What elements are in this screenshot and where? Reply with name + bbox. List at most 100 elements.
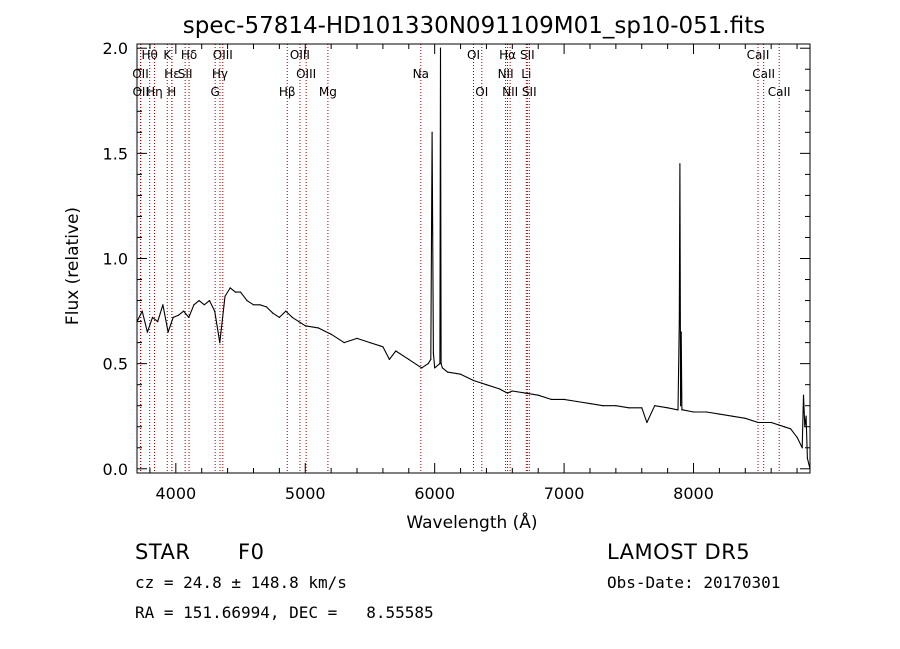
data-point — [511, 390, 513, 392]
line-marker-label: Hθ — [141, 48, 157, 62]
data-point — [317, 327, 319, 329]
data-point — [388, 358, 390, 360]
x-tick-label: 7000 — [544, 484, 585, 503]
data-point — [246, 300, 248, 302]
data-point — [537, 394, 539, 396]
data-point — [183, 310, 185, 312]
data-point — [802, 394, 805, 396]
data-point — [806, 457, 809, 459]
data-point — [615, 405, 617, 407]
y-tick-label: 1.5 — [103, 144, 128, 163]
line-marker-label: H — [167, 85, 176, 99]
data-point — [304, 325, 306, 327]
chart-title: spec-57814-HD101330N091109M01_sp10-051.f… — [183, 13, 765, 39]
data-point — [172, 316, 174, 318]
data-point — [783, 426, 785, 428]
plot-frame — [136, 43, 811, 474]
data-point — [805, 415, 807, 417]
x-axis-label: Wavelength (Å) — [406, 511, 537, 533]
data-point — [272, 312, 274, 314]
data-point — [239, 291, 242, 293]
y-tick-label: 0.0 — [103, 460, 128, 479]
data-point — [343, 342, 345, 344]
data-point — [431, 131, 433, 133]
line-marker-label: CaII — [747, 48, 770, 62]
data-point — [298, 321, 300, 323]
line-marker-label: OI — [475, 85, 488, 99]
line-marker-label: Mg — [319, 85, 337, 99]
data-point — [576, 400, 578, 403]
line-marker-label: Li — [521, 67, 531, 81]
y-tick-label: 1.0 — [103, 250, 128, 269]
data-point — [628, 407, 630, 409]
data-point — [408, 358, 410, 360]
data-point — [421, 367, 423, 369]
line-marker-label: NII — [502, 85, 518, 99]
data-point — [219, 342, 221, 344]
data-point — [705, 411, 708, 413]
data-point — [265, 306, 267, 308]
spectrum-line — [136, 47, 811, 469]
data-point — [485, 384, 487, 386]
object-class-label: STAR — [135, 540, 191, 564]
data-point — [162, 304, 164, 306]
data-point — [278, 316, 280, 318]
data-point — [395, 350, 397, 352]
data-point — [439, 47, 442, 49]
data-point — [692, 411, 695, 413]
data-point — [432, 352, 434, 354]
data-point — [214, 310, 216, 312]
data-point — [498, 388, 500, 390]
x-tick-label: 4000 — [155, 484, 196, 503]
data-point — [330, 333, 332, 335]
data-point — [667, 407, 669, 409]
data-point — [680, 405, 682, 407]
data-point — [234, 291, 236, 293]
line-marker-label: Hδ — [181, 48, 197, 62]
data-point — [434, 367, 436, 369]
line-marker-label: SII — [520, 48, 535, 62]
data-point — [447, 371, 449, 373]
data-point — [550, 398, 552, 400]
data-point — [291, 316, 293, 318]
line-marker-label: Na — [413, 67, 429, 81]
data-point — [259, 304, 261, 306]
line-marker-label: OIII — [296, 67, 316, 81]
data-point — [285, 310, 287, 312]
line-marker-label: G — [211, 85, 220, 99]
data-point — [224, 295, 226, 297]
line-marker-label: Hβ — [279, 85, 296, 99]
x-tick-label: 6000 — [414, 484, 455, 503]
redshift-label: cz = 24.8 ± 148.8 km/s — [135, 573, 347, 592]
line-marker-label: CaII — [752, 67, 775, 81]
data-point — [678, 321, 680, 323]
data-point — [757, 421, 759, 424]
line-marker-label: Hα — [499, 48, 516, 62]
data-point — [141, 310, 143, 312]
data-point — [731, 415, 733, 417]
data-point — [369, 342, 371, 344]
data-point — [679, 163, 681, 165]
data-point — [252, 304, 255, 306]
coordinates-label: RA = 151.66994, DEC = 8.55585 — [135, 603, 434, 622]
y-tick-label: 2.0 — [103, 39, 128, 58]
data-point — [681, 409, 683, 411]
data-point — [440, 363, 442, 365]
data-point — [157, 321, 159, 323]
data-point — [790, 428, 792, 430]
data-point — [177, 314, 179, 316]
data-point — [208, 300, 211, 302]
line-marker-label: SII — [522, 85, 537, 99]
data-point — [682, 409, 684, 411]
data-point — [744, 417, 746, 419]
data-point — [356, 337, 358, 339]
data-point — [198, 300, 200, 302]
line-marker-label: CaII — [768, 85, 791, 99]
data-point — [430, 358, 432, 360]
data-point — [146, 331, 148, 333]
data-point — [654, 405, 656, 407]
line-marker-label: OI — [467, 48, 480, 62]
data-point — [589, 403, 591, 405]
data-point — [439, 363, 441, 365]
